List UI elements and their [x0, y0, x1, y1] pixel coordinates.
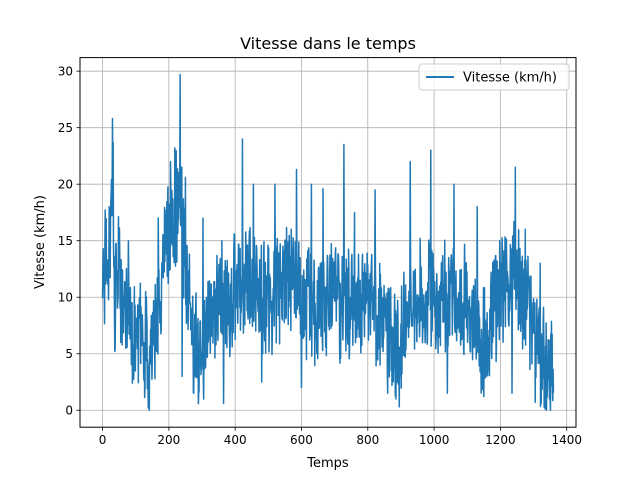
x-tick-label: 1000 — [419, 433, 450, 447]
y-axis: 0 5 10 15 20 25 30 — [58, 64, 80, 418]
x-tick-label: 800 — [356, 433, 379, 447]
y-tick-label: 15 — [58, 234, 73, 248]
series-line-vitesse — [101, 73, 555, 411]
legend: Vitesse (km/h) — [418, 63, 570, 91]
y-tick-label: 10 — [58, 291, 73, 305]
legend-box — [418, 63, 570, 91]
legend-label: Vitesse (km/h) — [463, 71, 557, 86]
x-tick-label: 1400 — [551, 433, 582, 447]
x-tick-label: 200 — [157, 433, 180, 447]
x-tick-label: 600 — [290, 433, 313, 447]
x-axis: 0 200 400 600 800 1000 1200 1400 — [99, 427, 582, 447]
axes-frame — [79, 57, 577, 428]
y-tick-label: 5 — [65, 347, 73, 361]
x-tick-label: 0 — [99, 433, 107, 447]
x-tick-label: 400 — [224, 433, 247, 447]
plot-area — [101, 73, 555, 411]
y-tick-label: 20 — [58, 177, 73, 191]
chart-title: Vitesse dans le temps — [240, 34, 416, 53]
y-tick-label: 0 — [65, 404, 73, 418]
y-axis-label: Vitesse (km/h) — [33, 195, 48, 289]
y-tick-label: 30 — [58, 64, 73, 78]
x-tick-label: 1200 — [485, 433, 516, 447]
y-tick-label: 25 — [58, 121, 73, 135]
x-axis-label: Temps — [306, 456, 349, 471]
